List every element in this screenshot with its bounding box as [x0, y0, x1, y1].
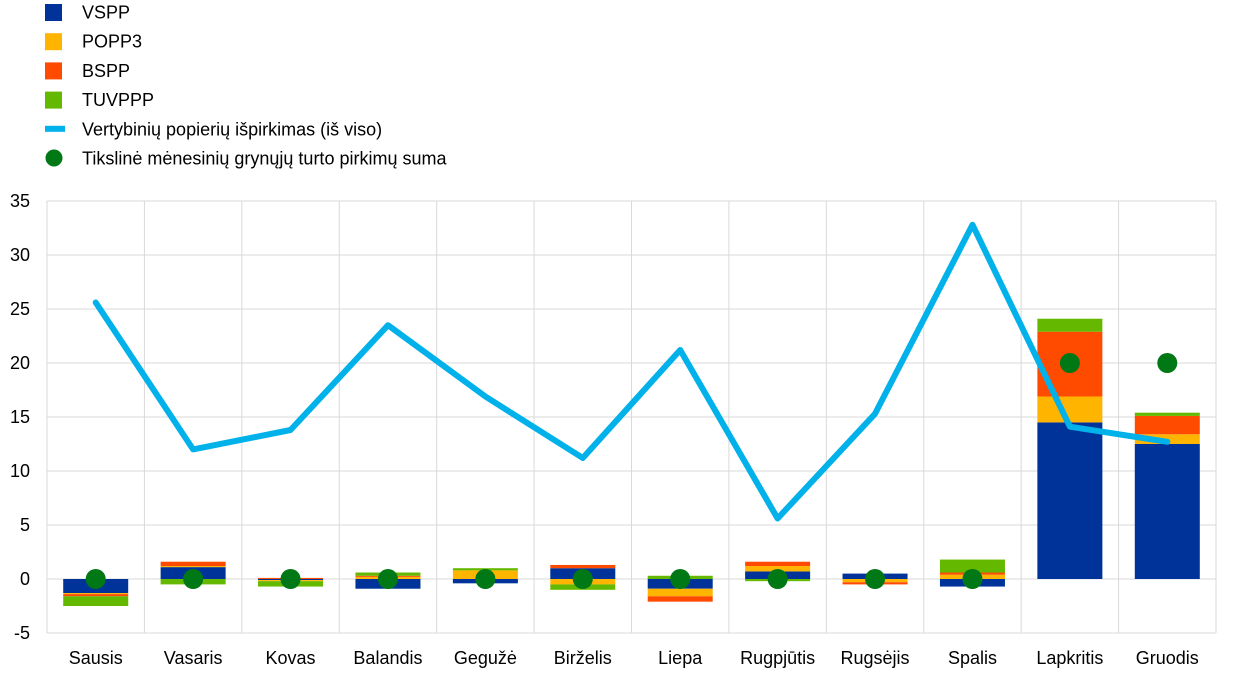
legend-label-tiksline-menesiniu-grynuju-turto-pirkimu-suma: Tikslinė mėnesinių grynųjų turto pirkimų… [82, 149, 447, 169]
x-tick-label-gruodis: Gruodis [1136, 648, 1199, 668]
bar-bspp-rugpjutis [745, 561, 811, 567]
bar-bspp-sausis [63, 594, 129, 597]
legend-label-vspp: VSPP [82, 3, 130, 23]
target-markers [85, 353, 1178, 589]
y-tick-label-15: 15 [10, 407, 30, 427]
y-tick-label-25: 25 [10, 299, 30, 319]
legend-swatch-vspp [45, 4, 62, 21]
legend-swatch-bspp [45, 62, 62, 80]
marker-rugpjutis [767, 569, 788, 589]
y-axis-ticks: -5 0 5 10 15 20 25 30 35 [10, 191, 30, 643]
x-tick-label-lapkritis: Lapkritis [1036, 648, 1103, 668]
marker-birzelis [572, 569, 593, 589]
legend-swatch-popp3 [45, 33, 62, 51]
bar-popp3-rugpjutis [745, 566, 811, 572]
marker-gruodis [1157, 353, 1178, 373]
bar-vspp-lapkritis [1037, 422, 1103, 579]
x-tick-label-rugpjutis: Rugpjūtis [740, 648, 815, 668]
y-tick-label-10: 10 [10, 461, 30, 481]
line-vertybiniu-popieriu-ispirkimas-is-viso [92, 221, 1171, 522]
marker-balandis [377, 569, 398, 589]
bar-bspp-liepa [647, 596, 713, 602]
legend: VSPP POPP3 BSPP TUVPPP Vertybinių popierių i… [45, 3, 447, 169]
y-tick-label-30: 30 [10, 245, 30, 265]
bar-popp3-vasaris [160, 566, 226, 568]
bar-bspp-gruodis [1134, 415, 1200, 435]
marker-liepa [670, 569, 691, 589]
bar-popp3-liepa [647, 588, 713, 597]
x-tick-label-liepa: Liepa [658, 648, 703, 668]
legend-label-tuvppp: TUVPPP [82, 90, 154, 110]
y-tick-label-35: 35 [10, 191, 30, 211]
y-tick-label--5: -5 [14, 623, 30, 643]
x-tick-label-sausis: Sausis [69, 648, 123, 668]
marker-rugsejis [865, 569, 886, 589]
bar-bspp-vasaris [160, 561, 226, 567]
marker-sausis [85, 569, 106, 589]
bar-popp3-lapkritis [1037, 396, 1103, 423]
marker-lapkritis [1059, 353, 1080, 373]
legend-swatch-tiksline-menesiniu-grynuju-turto-pirkimu-suma [45, 149, 63, 167]
marker-spalis [962, 569, 983, 589]
x-tick-label-spalis: Spalis [948, 648, 997, 668]
bar-tuvppp-sausis [63, 596, 129, 606]
redemptions-line [92, 221, 1171, 522]
x-tick-label-geguze: Gegužė [454, 648, 517, 668]
legend-swatch-tuvppp [45, 91, 62, 109]
legend-swatch-vertybiniu-popieriu-ispirkimas-is-viso [45, 125, 65, 132]
bar-tuvppp-lapkritis [1037, 318, 1103, 332]
legend-label-popp3: POPP3 [82, 32, 142, 52]
x-tick-label-rugsejis: Rugsėjis [841, 648, 910, 668]
bar-bspp-birzelis [550, 564, 616, 569]
x-tick-label-birzelis: Birželis [554, 648, 612, 668]
legend-label-bspp: BSPP [82, 61, 130, 81]
x-tick-label-balandis: Balandis [353, 648, 422, 668]
x-axis-labels: Sausis Vasaris Kovas Balandis Gegužė Birželis… [69, 648, 1199, 668]
y-tick-label-20: 20 [10, 353, 30, 373]
legend-label-vertybiniu-popieriu-ispirkimas-is-viso: Vertybinių popierių išpirkimas (iš viso) [82, 119, 382, 139]
grid [46, 200, 1217, 634]
y-tick-label-5: 5 [20, 515, 30, 535]
bar-popp3-sausis [63, 593, 129, 595]
marker-kovas [280, 569, 301, 589]
bar-vspp-gruodis [1134, 444, 1200, 579]
x-tick-label-vasaris: Vasaris [164, 648, 223, 668]
bar-tuvppp-spalis [939, 559, 1005, 573]
marker-geguze [475, 569, 496, 589]
bar-tuvppp-gruodis [1134, 412, 1200, 416]
y-tick-label-0: 0 [20, 569, 30, 589]
x-tick-label-kovas: Kovas [266, 648, 316, 668]
marker-vasaris [183, 569, 204, 589]
